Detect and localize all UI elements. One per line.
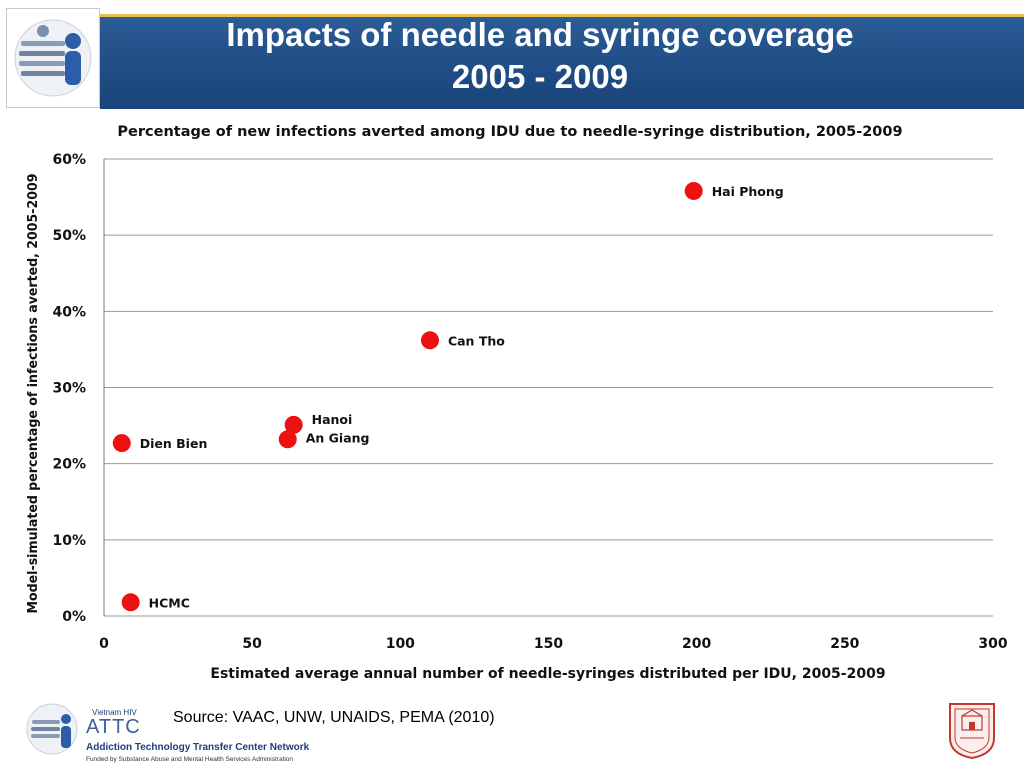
title-line-1: Impacts of needle and syringe coverage xyxy=(226,16,854,53)
university-seal-icon xyxy=(949,703,995,760)
title-banner xyxy=(100,14,1024,109)
x-tick-label: 150 xyxy=(534,636,563,652)
y-tick-label: 20% xyxy=(52,457,86,473)
x-tick-label: 200 xyxy=(682,636,711,652)
y-tick-label: 40% xyxy=(52,304,86,320)
data-point xyxy=(284,415,303,434)
x-tick-label: 250 xyxy=(830,636,859,652)
y-tick-label: 10% xyxy=(52,533,86,549)
y-tick-label: 50% xyxy=(52,228,86,244)
source-note: Source: VAAC, UNW, UNAIDS, PEMA (2010) xyxy=(173,709,495,726)
people-logo-icon xyxy=(14,19,92,97)
y-tick-label: 0% xyxy=(62,609,86,625)
attc-wordmark: ATTC xyxy=(86,716,141,738)
organization-logo xyxy=(6,8,100,108)
slide-title: Impacts of needle and syringe coverage 2… xyxy=(100,14,980,98)
data-point-label: HCMC xyxy=(149,595,190,610)
x-axis-label: Estimated average annual number of needl… xyxy=(210,666,885,682)
data-point-label: Hanoi xyxy=(312,412,353,427)
attc-subtitle: Vietnam HIV xyxy=(92,708,137,717)
x-tick-label: 300 xyxy=(978,636,1007,652)
x-tick-label: 100 xyxy=(386,636,415,652)
data-point xyxy=(121,593,140,612)
data-point-label: Hai Phong xyxy=(712,184,784,199)
attc-people-icon xyxy=(26,703,78,755)
y-tick-label: 60% xyxy=(52,152,86,168)
chart-title: Percentage of new infections averted amo… xyxy=(117,124,902,140)
y-axis-label: Model-simulated percentage of infections… xyxy=(25,174,41,614)
data-point-label: Dien Bien xyxy=(140,436,208,451)
data-point-label: An Giang xyxy=(306,430,370,445)
x-tick-label: 0 xyxy=(99,636,109,652)
data-point xyxy=(420,331,439,350)
scatter-chart: Percentage of new infections averted amo… xyxy=(25,124,1008,682)
data-point xyxy=(684,181,703,200)
data-point xyxy=(112,434,131,453)
title-line-2: 2005 - 2009 xyxy=(451,58,629,95)
attc-network-name: Addiction Technology Transfer Center Net… xyxy=(86,742,310,753)
y-tick-label: 30% xyxy=(52,381,86,397)
x-tick-label: 50 xyxy=(242,636,262,652)
slide-header: Impacts of needle and syringe coverage 2… xyxy=(0,0,1024,109)
data-point-label: Can Tho xyxy=(448,333,505,348)
attc-funding-note: Funded by Substance Abuse and Mental Hea… xyxy=(86,756,294,763)
data-point xyxy=(278,430,297,449)
